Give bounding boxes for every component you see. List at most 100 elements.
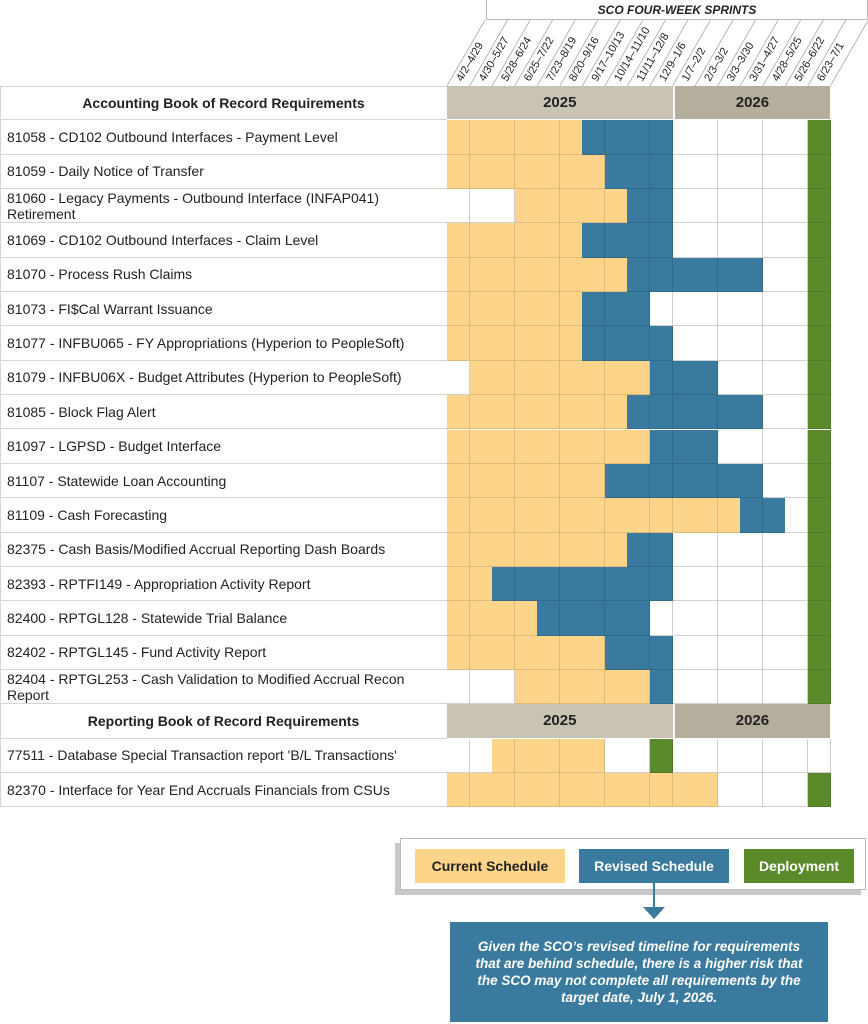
cell-deployment	[807, 257, 831, 293]
cell-revised-schedule	[582, 566, 606, 602]
callout-connector	[653, 881, 655, 909]
cell-current-schedule	[582, 669, 606, 705]
cell-none	[695, 223, 719, 258]
cell-none	[717, 360, 741, 396]
cell-none	[785, 154, 809, 190]
cell-revised-schedule	[717, 257, 741, 293]
cell-current-schedule	[469, 429, 493, 464]
cell-revised-schedule	[695, 257, 719, 293]
column-divider	[649, 19, 689, 86]
cell-revised-schedule	[649, 669, 673, 705]
cell-none	[785, 429, 809, 464]
cell-current-schedule	[627, 498, 651, 533]
cell-none	[469, 189, 493, 224]
cell-revised-schedule	[627, 635, 651, 670]
cell-current-schedule	[469, 498, 493, 533]
cell-current-schedule	[469, 532, 493, 567]
cell-none	[762, 429, 786, 464]
cell-revised-schedule	[627, 189, 651, 224]
cell-none	[740, 360, 764, 396]
cell-revised-schedule	[604, 635, 628, 670]
cell-deployment	[807, 120, 831, 155]
cell-current-schedule	[469, 635, 493, 670]
cell-current-schedule	[582, 429, 606, 464]
cell-none	[717, 738, 741, 773]
cell-current-schedule	[604, 532, 628, 567]
cell-current-schedule	[537, 120, 561, 155]
column-divider	[672, 19, 711, 86]
cell-current-schedule	[492, 635, 516, 670]
cell-none	[717, 429, 741, 464]
cell-revised-schedule	[762, 498, 786, 533]
cell-none	[740, 292, 764, 327]
cell-none	[762, 532, 786, 567]
requirement-label: 81077 - INFBU065 - FY Appropriations (Hy…	[0, 326, 447, 361]
legend-current-schedule: Current Schedule	[415, 849, 565, 883]
cell-none	[469, 669, 493, 705]
cell-current-schedule	[447, 463, 471, 499]
cell-none	[762, 669, 786, 705]
cell-current-schedule	[469, 360, 493, 396]
cell-none	[672, 669, 696, 705]
cell-revised-schedule	[537, 601, 561, 636]
cell-current-schedule	[514, 429, 538, 464]
cell-revised-schedule	[695, 463, 719, 499]
cell-none	[785, 498, 809, 533]
cell-none	[717, 773, 741, 808]
cell-current-schedule	[447, 154, 471, 190]
cell-none	[785, 635, 809, 670]
cell-none	[740, 223, 764, 258]
cell-current-schedule	[514, 669, 538, 705]
cell-current-schedule	[514, 189, 538, 224]
cell-revised-schedule	[740, 463, 764, 499]
legend: Current Schedule Revised Schedule Deploy…	[400, 838, 866, 890]
cell-none	[740, 429, 764, 464]
cell-revised-schedule	[649, 395, 673, 430]
cell-none	[695, 326, 719, 361]
cell-revised-schedule	[649, 223, 673, 258]
cell-revised-schedule	[672, 360, 696, 396]
year-header-2026: 2026	[674, 704, 831, 738]
cell-current-schedule	[559, 154, 583, 190]
cell-current-schedule	[559, 292, 583, 327]
cell-revised-schedule	[649, 635, 673, 670]
cell-current-schedule	[559, 635, 583, 670]
cell-current-schedule	[492, 498, 516, 533]
cell-none	[785, 257, 809, 293]
cell-revised-schedule	[672, 463, 696, 499]
cell-deployment	[649, 738, 673, 773]
year-header-2026: 2026	[674, 86, 831, 120]
cell-revised-schedule	[582, 601, 606, 636]
requirement-label: 81085 - Block Flag Alert	[0, 395, 447, 430]
column-divider	[536, 19, 576, 86]
cell-revised-schedule	[627, 154, 651, 190]
cell-none	[740, 566, 764, 602]
cell-revised-schedule	[649, 120, 673, 155]
cell-none	[785, 463, 809, 499]
cell-current-schedule	[469, 566, 493, 602]
cell-revised-schedule	[627, 223, 651, 258]
cell-current-schedule	[582, 257, 606, 293]
requirement-label: 81069 - CD102 Outbound Interfaces - Clai…	[0, 223, 447, 258]
section-title: Accounting Book of Record Requirements	[0, 86, 447, 121]
cell-none	[717, 120, 741, 155]
requirement-label: 82370 - Interface for Year End Accruals …	[0, 773, 447, 808]
cell-none	[695, 635, 719, 670]
column-divider	[694, 19, 734, 86]
cell-current-schedule	[537, 635, 561, 670]
legend-deployment: Deployment	[744, 849, 854, 883]
cell-none	[492, 189, 516, 224]
cell-revised-schedule	[582, 120, 606, 155]
cell-current-schedule	[492, 429, 516, 464]
cell-none	[785, 292, 809, 327]
requirement-label: 81060 - Legacy Payments - Outbound Inter…	[0, 189, 447, 224]
cell-revised-schedule	[649, 463, 673, 499]
cell-none	[762, 395, 786, 430]
cell-none	[447, 360, 471, 396]
cell-current-schedule	[559, 532, 583, 567]
cell-current-schedule	[492, 120, 516, 155]
column-divider	[739, 19, 779, 86]
requirement-label: 81079 - INFBU06X - Budget Attributes (Hy…	[0, 361, 447, 396]
requirement-label: 81073 - FI$Cal Warrant Issuance	[0, 292, 447, 327]
cell-current-schedule	[672, 498, 696, 533]
